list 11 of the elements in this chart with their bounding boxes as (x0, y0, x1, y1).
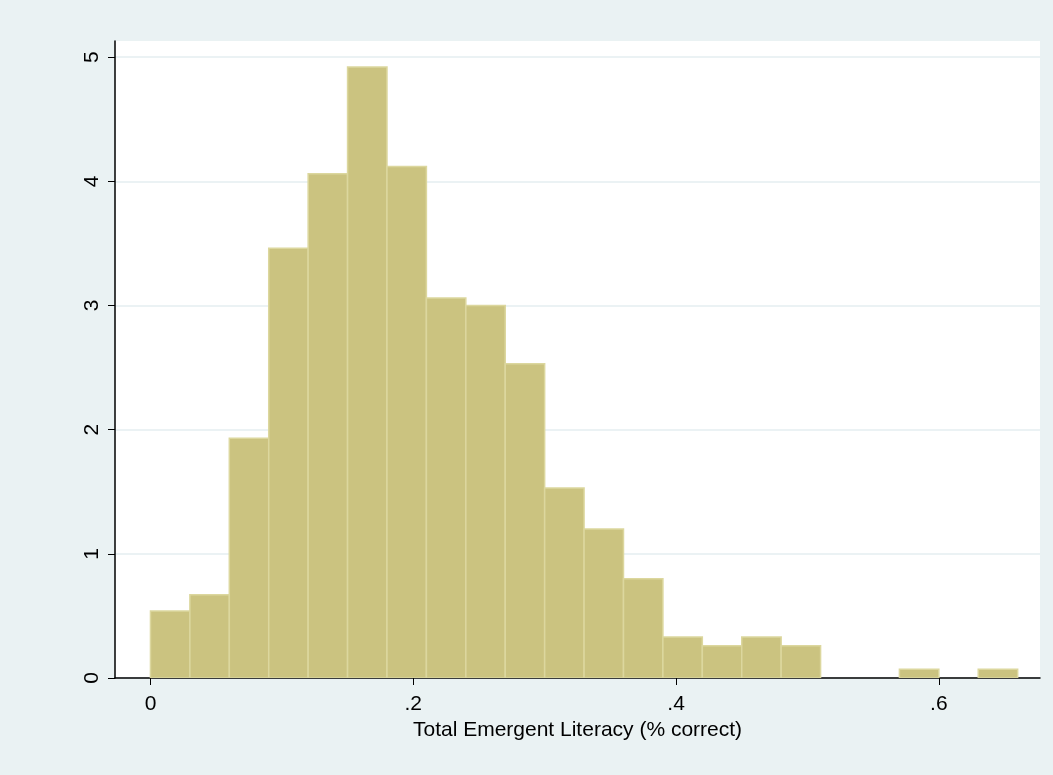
y-tick-label: 3 (79, 299, 102, 312)
y-tick-label: 4 (79, 175, 102, 188)
x-tick-label: 0 (144, 691, 157, 714)
x-tick-label: .6 (930, 691, 948, 714)
x-tick-label: .4 (667, 691, 686, 714)
y-tick-label: 5 (79, 51, 102, 63)
y-tick-label: 1 (79, 547, 102, 560)
x-axis-title: Total Emergent Literacy (% correct) (412, 717, 743, 740)
y-tick-label: 2 (79, 423, 102, 436)
x-tick-label: .2 (404, 691, 423, 714)
y-tick-label: 0 (79, 672, 102, 684)
